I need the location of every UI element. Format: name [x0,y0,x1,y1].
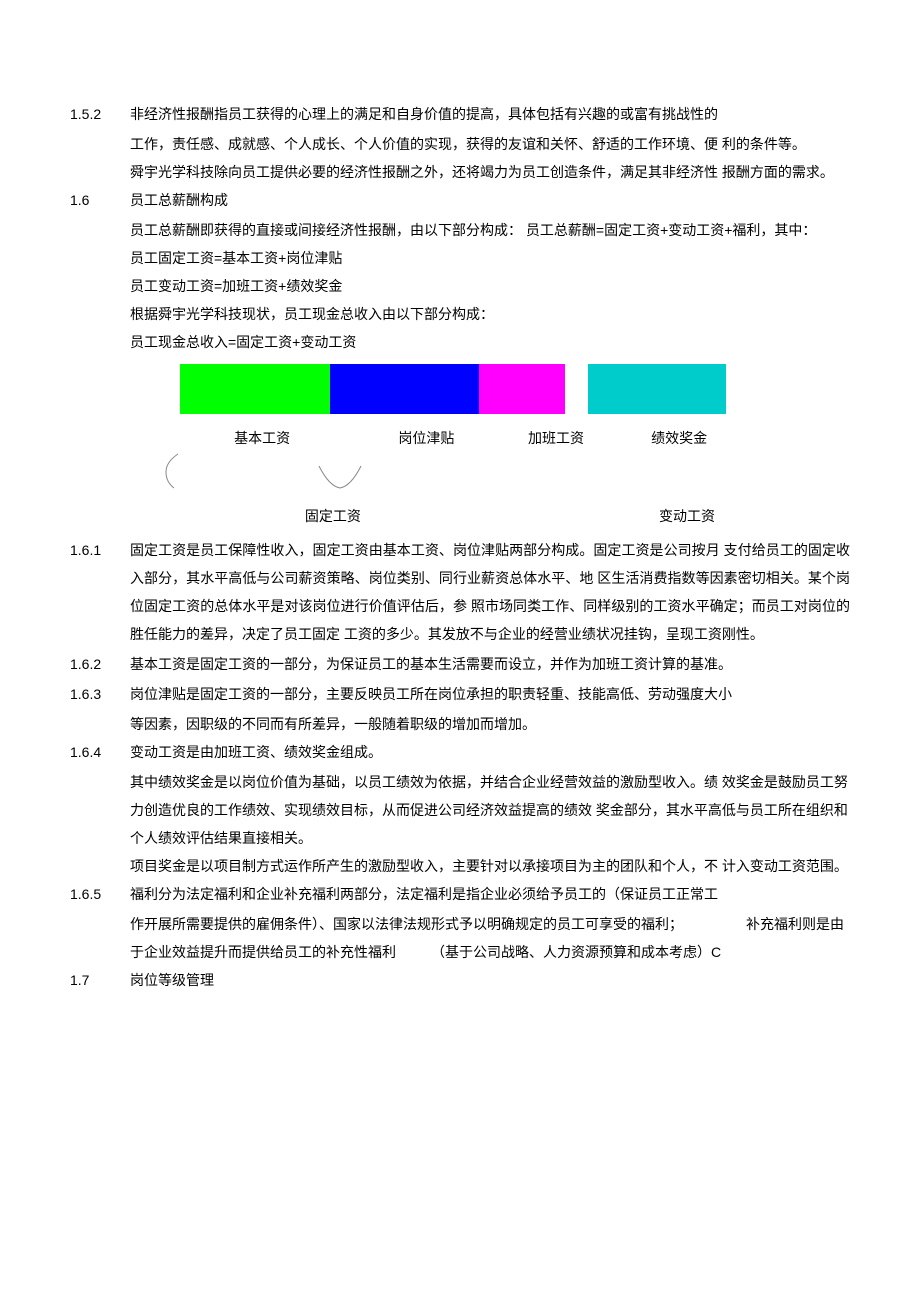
bar-chart [180,364,755,414]
para: 项目奖金是以项目制方式运作所产生的激励型收入，主要针对以承接项目为主的团队和个人… [130,852,850,880]
section-161: 1.6.1 固定工资是员工保障性收入，固定工资由基本工资、岗位津贴两部分构成。固… [70,536,850,648]
para: 员工总薪酬构成 [130,186,850,214]
para-165-body: 作开展所需要提供的雇佣条件）、国家以法律法规形式予以明确规定的员工可享受的福利；… [70,910,850,966]
para: 岗位津贴是固定工资的一部分，主要反映员工所在岗位承担的职责轻重、技能高低、劳动强… [130,680,850,708]
section-17: 1.7 岗位等级管理 [70,966,850,994]
bar-label-basic: 基本工资 [180,424,344,452]
section-165: 1.6.5 福利分为法定福利和企业补充福利两部分，法定福利是指企业必须给予员工的… [70,880,850,908]
para: 其中绩效奖金是以岗位价值为基础，以员工绩效为依据，并结合企业经营效益的激励型收入… [130,768,850,852]
bar-position-allowance [330,364,480,414]
section-16: 1.6 员工总薪酬构成 [70,186,850,214]
para: 变动工资是由加班工资、绩效奖金组成。 [130,738,850,766]
para: 福利分为法定福利和企业补充福利两部分，法定福利是指企业必须给予员工的（保证员工正… [130,880,850,908]
para: 固定工资是员工保障性收入，固定工资由基本工资、岗位津贴两部分构成。固定工资是公司… [130,536,850,648]
bracket-left-icon [160,452,190,492]
section-num-164: 1.6.4 [70,738,130,766]
bar-performance [588,364,726,414]
section-content-165: 福利分为法定福利和企业补充福利两部分，法定福利是指企业必须给予员工的（保证员工正… [130,880,850,908]
section-163: 1.6.3 岗位津贴是固定工资的一部分，主要反映员工所在岗位承担的职责轻重、技能… [70,680,850,708]
bar-label-performance: 绩效奖金 [603,424,755,452]
bar-labels: 基本工资 岗位津贴 加班工资 绩效奖金 [180,424,755,452]
section-num-162: 1.6.2 [70,650,130,678]
section-num-161: 1.6.1 [70,536,130,648]
section-num-17: 1.7 [70,966,130,994]
section-num-163: 1.6.3 [70,680,130,708]
section-content-163: 岗位津贴是固定工资的一部分，主要反映员工所在岗位承担的职责轻重、技能高低、劳动强… [130,680,850,708]
category-variable: 变动工资 [486,502,755,530]
section-164: 1.6.4 变动工资是由加班工资、绩效奖金组成。 [70,738,850,766]
section-content-152: 非经济性报酬指员工获得的心理上的满足和自身价值的提高，具体包括有兴趣的或富有挑战… [130,100,850,128]
para: 员工现金总收入=固定工资+变动工资 [130,328,850,356]
section-num-165: 1.6.5 [70,880,130,908]
bar-overtime [479,364,565,414]
para-164-body: 其中绩效奖金是以岗位价值为基础，以员工绩效为依据，并结合企业经营效益的激励型收入… [70,768,850,880]
para: 作开展所需要提供的雇佣条件）、国家以法律法规形式予以明确规定的员工可享受的福利；… [130,910,850,966]
para: 员工总薪酬即获得的直接或间接经济性报酬，由以下部分构成： 员工总薪酬=固定工资+… [130,216,850,244]
bar-label-overtime: 加班工资 [509,424,604,452]
section-content-161: 固定工资是员工保障性收入，固定工资由基本工资、岗位津贴两部分构成。固定工资是公司… [130,536,850,648]
bracket-mid-icon [315,462,365,492]
para-16-body: 员工总薪酬即获得的直接或间接经济性报酬，由以下部分构成： 员工总薪酬=固定工资+… [70,216,850,356]
para: 等因素，因职级的不同而有所差异，一般随着职级的增加而增加。 [130,710,850,738]
bar-basic-salary [180,364,330,414]
section-content-162: 基本工资是固定工资的一部分，为保证员工的基本生活需要而设立，并作为加班工资计算的… [130,650,850,678]
salary-bar-chart: 基本工资 岗位津贴 加班工资 绩效奖金 固定工资 变动工资 [70,364,850,530]
bar-label-allowance: 岗位津贴 [344,424,508,452]
para: 员工固定工资=基本工资+岗位津贴 [130,244,850,272]
section-content-17: 岗位等级管理 [130,966,850,994]
section-num-16: 1.6 [70,186,130,214]
section-152: 1.5.2 非经济性报酬指员工获得的心理上的满足和自身价值的提高，具体包括有兴趣… [70,100,850,128]
section-content-164: 变动工资是由加班工资、绩效奖金组成。 [130,738,850,766]
para: 根据舜宇光学科技现状，员工现金总收入由以下部分构成： [130,300,850,328]
para: 岗位等级管理 [130,966,850,994]
section-num-152: 1.5.2 [70,100,130,128]
para-152-body: 工作，责任感、成就感、个人成长、个人价值的实现，获得的友谊和关怀、舒适的工作环境… [70,130,850,186]
section-content-16: 员工总薪酬构成 [130,186,850,214]
para: 工作，责任感、成就感、个人成长、个人价值的实现，获得的友谊和关怀、舒适的工作环境… [130,130,850,158]
category-labels: 固定工资 变动工资 [180,502,755,530]
bracket-row [160,452,850,502]
section-162: 1.6.2 基本工资是固定工资的一部分，为保证员工的基本生活需要而设立，并作为加… [70,650,850,678]
para: 非经济性报酬指员工获得的心理上的满足和自身价值的提高，具体包括有兴趣的或富有挑战… [130,100,850,128]
para: 基本工资是固定工资的一部分，为保证员工的基本生活需要而设立，并作为加班工资计算的… [130,650,850,678]
para: 舜宇光学科技除向员工提供必要的经济性报酬之外，还将竭力为员工创造条件，满足其非经… [130,158,850,186]
para-163-body: 等因素，因职级的不同而有所差异，一般随着职级的增加而增加。 [70,710,850,738]
para: 员工变动工资=加班工资+绩效奖金 [130,272,850,300]
category-fixed: 固定工资 [180,502,486,530]
